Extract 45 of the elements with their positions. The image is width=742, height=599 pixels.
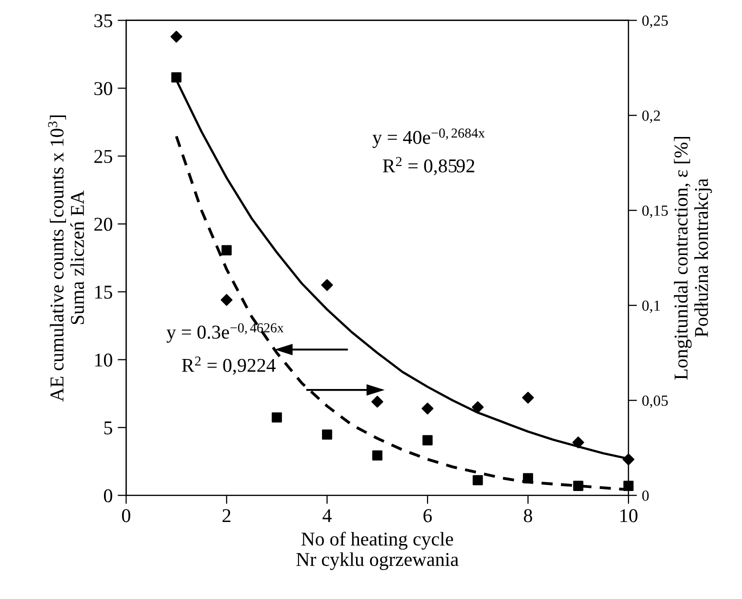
- point: [220, 294, 232, 306]
- point: [572, 436, 584, 448]
- x-tick-label: 0: [122, 509, 130, 522]
- y2-tick-label: 0: [642, 490, 649, 501]
- y2-tick-label: 0,15: [642, 206, 668, 218]
- point: [272, 412, 282, 423]
- y2-tick-label: 0,05: [642, 396, 668, 408]
- annotation: R$^{2}$ = 0,8592: [382, 157, 474, 176]
- point: [522, 392, 534, 404]
- y-tick-label: 5: [104, 422, 112, 434]
- x-tick-label: 8: [524, 509, 532, 522]
- y2-tick-label: 0,2: [642, 110, 660, 124]
- point: [371, 396, 384, 408]
- y-tick-label: 35: [94, 14, 112, 28]
- y2-tick-label: 0,25: [642, 16, 668, 28]
- point: [522, 473, 534, 484]
- point: [322, 429, 332, 440]
- point: [170, 30, 182, 43]
- x-tick-label: 2: [222, 509, 230, 522]
- y-tick-label: 15: [95, 286, 112, 299]
- point: [422, 402, 434, 414]
- point: [321, 279, 333, 291]
- point: [171, 72, 182, 82]
- annotation: R$^{2}$ = 0,9224: [182, 356, 276, 375]
- x-tick-label: 10: [620, 509, 638, 522]
- point: [472, 401, 484, 414]
- y-tick-label: 25: [94, 150, 112, 164]
- annotation: y = 0.3e$^{−0,4626x}$: [166, 323, 284, 343]
- y-tick-label: 20: [94, 218, 112, 231]
- y-tick-label: 10: [95, 353, 112, 367]
- x-axis-title: No of heating cycle Nr cyklu ogrzewania: [296, 532, 459, 570]
- point: [573, 480, 584, 491]
- point: [472, 475, 483, 486]
- y2-tick-label: 0,1: [642, 300, 660, 314]
- y-tick-label: 0: [104, 489, 112, 502]
- x-tick-label: 6: [424, 509, 432, 522]
- text: AE cumulative counts [counts x 10$^{3}$] Suma zliczeń EA: [48, 116, 84, 402]
- annotation: y = 40e$^{−0,2684x}$: [372, 128, 485, 148]
- point: [222, 245, 232, 256]
- y-tick-label: 30: [94, 82, 112, 96]
- y2-axis-title: Longitunidal contraction, ε [%] Podłużna kontrakcja: [674, 136, 712, 380]
- x-tick-label: 4: [322, 509, 332, 522]
- point: [372, 450, 382, 461]
- point: [422, 435, 433, 446]
- point: [623, 480, 634, 491]
